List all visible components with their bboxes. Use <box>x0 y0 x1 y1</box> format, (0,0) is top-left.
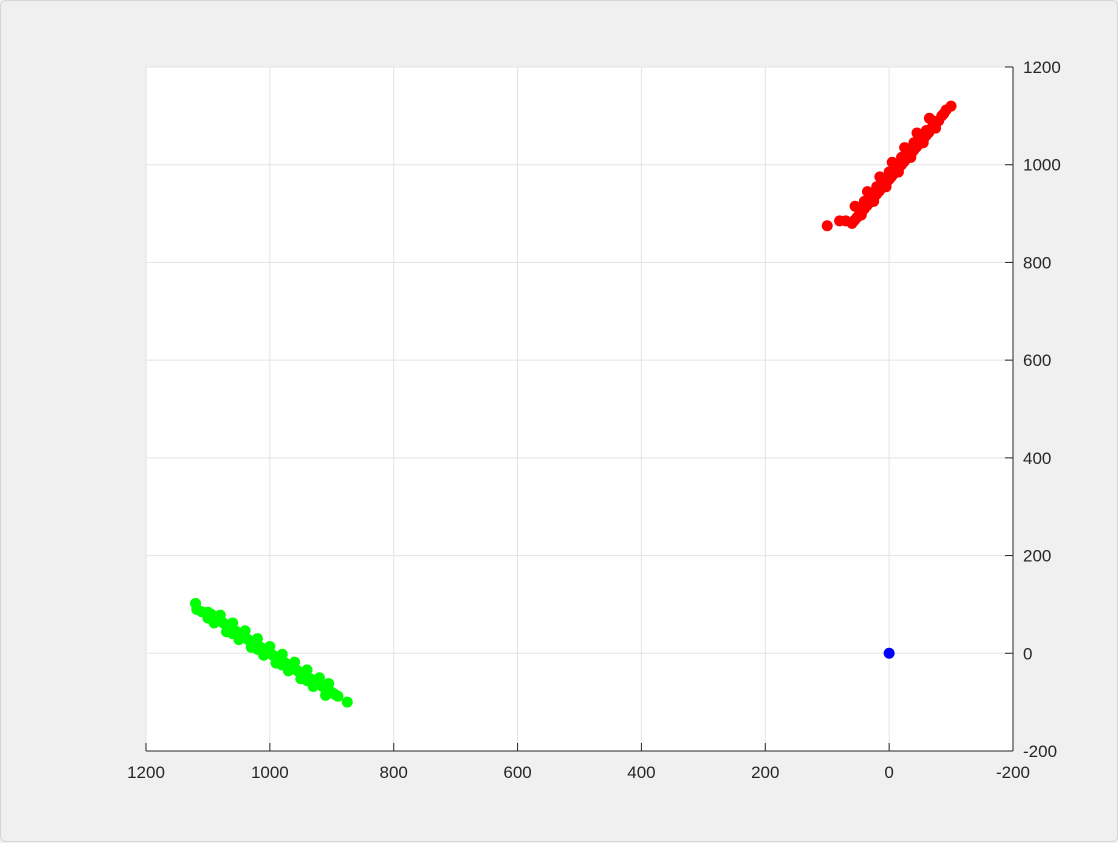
data-point <box>251 633 263 645</box>
x-tick-label: -200 <box>996 763 1030 782</box>
data-point <box>289 656 301 668</box>
axes: 1200 1000 800 600 400 200 0 -200 1200 1000 800 600 4… <box>127 58 1061 782</box>
data-point <box>930 122 942 134</box>
x-tick-label: 800 <box>380 763 408 782</box>
x-tick-label: 1000 <box>251 763 289 782</box>
data-point <box>239 625 251 637</box>
data-point <box>899 142 911 154</box>
data-point <box>323 678 335 690</box>
x-tick-label: 600 <box>503 763 531 782</box>
data-point <box>908 137 920 149</box>
x-tick-label: 1200 <box>127 763 165 782</box>
data-point <box>858 195 870 207</box>
y-tick-label: 600 <box>1023 351 1051 370</box>
y-tick-label: 800 <box>1023 253 1051 272</box>
data-point <box>202 612 214 624</box>
data-point <box>868 195 880 207</box>
data-point <box>320 689 332 701</box>
data-point <box>301 675 313 687</box>
data-point <box>276 648 288 660</box>
x-tick-label: 0 <box>884 763 893 782</box>
data-point <box>911 127 923 139</box>
grid-lines <box>145 66 1014 752</box>
x-tick-label: 200 <box>751 763 779 782</box>
data-point <box>227 617 239 629</box>
data-point <box>861 186 873 198</box>
data-point <box>905 151 917 163</box>
data-point <box>923 112 935 124</box>
y-tick-label: 200 <box>1023 547 1051 566</box>
plot-area <box>145 66 1014 752</box>
data-point <box>313 672 325 684</box>
data-point <box>332 690 344 702</box>
data-point <box>874 171 886 183</box>
data-point <box>896 151 908 163</box>
x-tick-label: 400 <box>627 763 655 782</box>
data-point <box>251 643 263 655</box>
data-series <box>190 100 957 708</box>
data-point <box>341 696 353 708</box>
y-tick-label: 400 <box>1023 449 1051 468</box>
data-point <box>871 181 883 193</box>
data-point <box>264 640 276 652</box>
data-point <box>301 664 313 676</box>
y-tick-label: 1000 <box>1023 156 1061 175</box>
data-point <box>227 628 239 640</box>
data-point <box>821 220 833 232</box>
data-point <box>886 156 898 168</box>
series-2 <box>190 597 353 708</box>
series-1 <box>821 100 957 232</box>
data-point <box>917 137 929 149</box>
y-tick-label: -200 <box>1023 742 1057 761</box>
y-tick-label: 1200 <box>1023 58 1061 77</box>
data-point <box>214 609 226 621</box>
data-point <box>276 659 288 671</box>
data-point <box>883 647 895 659</box>
data-point <box>834 215 846 227</box>
data-point <box>920 125 932 137</box>
series-0 <box>883 647 895 659</box>
y-tick-label: 0 <box>1023 644 1032 663</box>
data-point <box>855 209 867 221</box>
data-point <box>892 166 904 178</box>
data-point <box>880 181 892 193</box>
data-point <box>849 200 861 212</box>
data-point <box>883 166 895 178</box>
